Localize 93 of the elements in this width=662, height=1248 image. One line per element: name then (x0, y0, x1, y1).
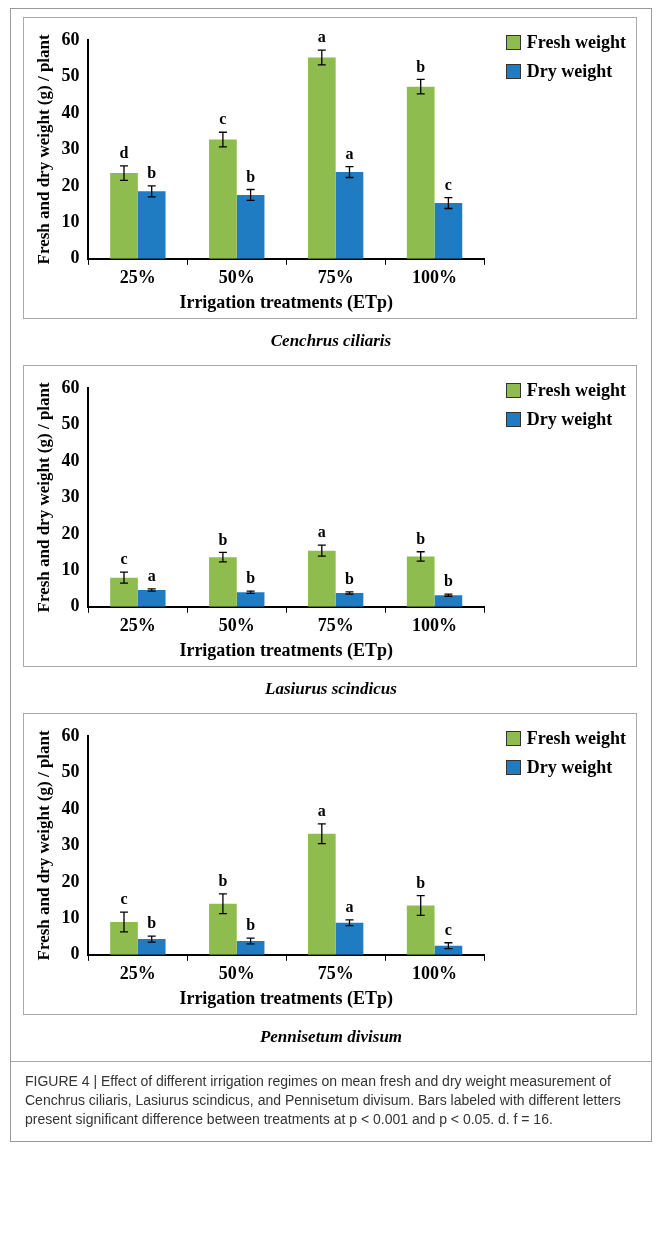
y-tick-label: 60 (61, 28, 80, 49)
bar (209, 557, 237, 607)
x-tick-label: 25% (119, 963, 156, 984)
y-tick-label: 60 (61, 724, 80, 745)
y-axis-title: Fresh and dry weight (g) / plant (33, 381, 53, 613)
data-label: a (317, 28, 326, 46)
bar (335, 922, 364, 955)
y-tick-label: 40 (61, 449, 80, 470)
y-tick-label: 0 (70, 943, 80, 964)
data-label: b (246, 167, 256, 185)
bar (406, 86, 435, 259)
data-label: a (317, 802, 326, 820)
y-tick-label: 30 (61, 138, 80, 159)
legend-label: Dry weight (526, 757, 613, 778)
legend-label: Fresh weight (526, 32, 626, 53)
bar (110, 173, 138, 259)
y-tick-label: 10 (61, 558, 80, 579)
bar (434, 203, 463, 259)
bar (209, 139, 237, 259)
bar (209, 903, 237, 955)
y-tick-label: 30 (61, 834, 80, 855)
x-tick-label: 25% (119, 615, 156, 636)
x-tick-label: 25% (119, 267, 156, 288)
data-label: d (119, 143, 129, 161)
data-label: a (317, 523, 326, 541)
data-label: b (416, 529, 426, 547)
bar (335, 172, 364, 259)
x-tick-label: 50% (218, 963, 255, 984)
bar (137, 939, 166, 955)
data-label: b (218, 530, 228, 548)
data-label: b (416, 57, 426, 75)
bar (236, 194, 265, 259)
data-label: a (147, 567, 156, 585)
data-label: b (416, 873, 426, 891)
x-tick-label: 75% (317, 267, 354, 288)
y-tick-label: 10 (61, 906, 80, 927)
caption: FIGURE 4 | Effect of different irrigation regimes on mean fresh and dry weight measurement of Cenchrus ciliaris, Lasiurus scindicus, and Pennisetum divisum. Bars labeled with different letters present significant difference between treatments at p < 0.001 and p < 0.05. d. f = 16. (11, 1061, 651, 1141)
data-label: c (444, 920, 452, 938)
data-label: b (147, 164, 157, 182)
y-tick-label: 50 (61, 761, 80, 782)
y-axis-title: Fresh and dry weight (g) / plant (33, 33, 53, 265)
y-tick-label: 20 (61, 870, 80, 891)
bar (110, 577, 138, 607)
data-label: c (219, 110, 227, 128)
y-tick-label: 20 (61, 174, 80, 195)
legend-label: Dry weight (526, 61, 613, 82)
data-label: b (246, 569, 256, 587)
data-label: b (345, 569, 355, 587)
bar (307, 57, 336, 259)
text: Pennisetum divisum (258, 1027, 404, 1047)
y-axis-title: Fresh and dry weight (g) / plant (33, 729, 53, 961)
bar (307, 550, 336, 607)
x-tick-label: 100% (412, 267, 458, 288)
text: Lasiurus scindicus (264, 679, 398, 699)
data-label: c (444, 175, 452, 193)
bar (137, 590, 166, 607)
data-label: c (120, 550, 128, 568)
x-axis-title: Irrigation treatments (ETp) (179, 987, 394, 1009)
x-tick-label: 100% (412, 963, 458, 984)
legend-label: Dry weight (526, 409, 613, 430)
text: Cenchrus ciliaris (269, 331, 393, 351)
data-label: b (147, 914, 157, 932)
x-tick-label: 100% (412, 615, 458, 636)
x-tick-label: 75% (317, 615, 354, 636)
x-tick-label: 50% (218, 615, 255, 636)
data-label: c (120, 890, 128, 908)
y-tick-label: 50 (61, 413, 80, 434)
legend-label: Fresh weight (526, 728, 626, 749)
x-axis-title: Irrigation treatments (ETp) (179, 291, 394, 313)
bar (137, 191, 166, 259)
y-tick-label: 60 (61, 376, 80, 397)
legend-label: Fresh weight (526, 380, 626, 401)
y-tick-label: 30 (61, 486, 80, 507)
y-tick-label: 10 (61, 210, 80, 231)
y-tick-label: 20 (61, 522, 80, 543)
x-tick-label: 50% (218, 267, 255, 288)
bar (406, 556, 435, 607)
x-axis-title: Irrigation treatments (ETp) (179, 639, 394, 661)
data-label: b (246, 916, 256, 934)
data-label: a (345, 897, 354, 915)
y-tick-label: 0 (70, 595, 80, 616)
data-label: a (345, 144, 354, 162)
y-tick-label: 50 (61, 65, 80, 86)
bar (307, 833, 336, 955)
x-tick-label: 75% (317, 963, 354, 984)
bar (110, 921, 138, 955)
bar (406, 905, 435, 955)
bar (236, 592, 265, 607)
y-tick-label: 40 (61, 101, 80, 122)
data-label: b (218, 872, 228, 890)
y-tick-label: 40 (61, 797, 80, 818)
y-tick-label: 0 (70, 247, 80, 268)
data-label: b (443, 572, 453, 590)
